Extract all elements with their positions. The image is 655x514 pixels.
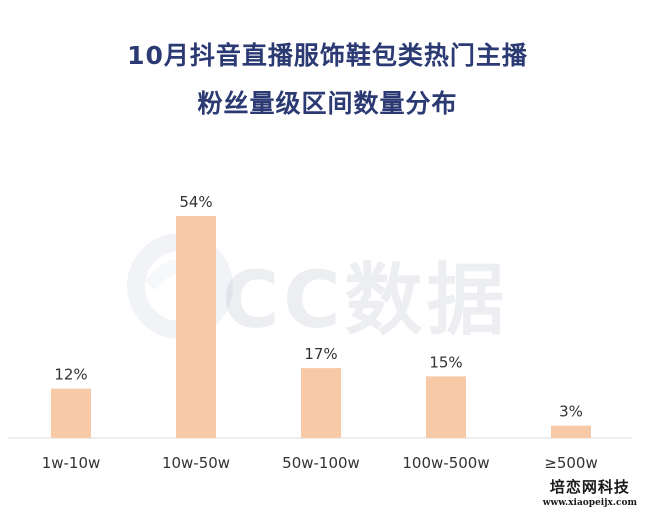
bar-≥500w: [551, 425, 591, 438]
bar-50w-100w: [301, 368, 341, 438]
data-label-50w-100w: 17%: [304, 345, 337, 363]
site-watermark-url: www.xiaopeijx.com: [542, 498, 637, 508]
site-watermark-name: 培恋网科技: [549, 478, 630, 496]
x-tick-label-10w-50w: 10w-50w: [162, 454, 230, 472]
x-tick-label-100w-500w: 100w-500w: [402, 454, 489, 472]
bar-1w-10w: [51, 388, 91, 438]
x-tick-label-50w-100w: 50w-100w: [282, 454, 360, 472]
x-tick-label-≥500w: ≥500w: [544, 454, 597, 472]
chart-title-line-2: 粉丝量级区间数量分布: [197, 89, 458, 118]
bar-100w-500w: [426, 376, 466, 438]
chart-title-line-1: 10月抖音直播服饰鞋包类热门主播: [127, 41, 528, 70]
watermark-text: CC数据: [222, 256, 509, 346]
site-watermark: 培恋网科技 www.xiaopeijx.com: [543, 476, 637, 508]
data-label-100w-500w: 15%: [429, 353, 462, 371]
data-label-1w-10w: 12%: [54, 366, 87, 384]
data-label-10w-50w: 54%: [179, 193, 212, 211]
data-label-≥500w: 3%: [559, 403, 583, 421]
x-tick-label-1w-10w: 1w-10w: [42, 454, 101, 472]
bar-10w-50w: [176, 216, 216, 438]
